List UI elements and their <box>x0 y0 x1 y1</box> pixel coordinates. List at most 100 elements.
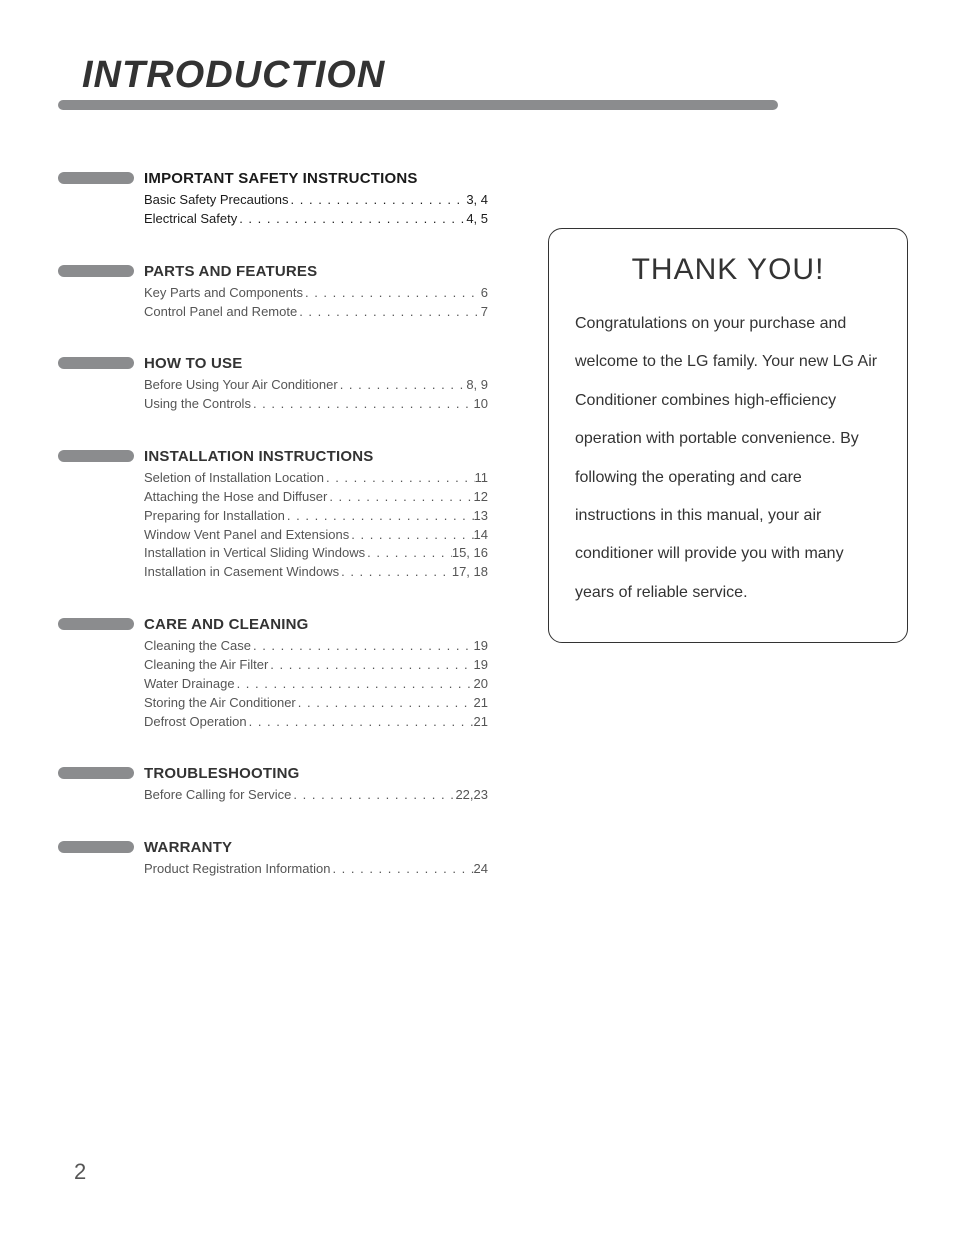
toc-entry: Using the Controls 10 <box>144 395 488 414</box>
leader-dots <box>247 713 474 732</box>
toc-entry-page: 17, 18 <box>452 563 488 582</box>
toc-entry-page: 7 <box>481 303 488 322</box>
toc-entry: Product Registration Information24 <box>144 860 488 879</box>
toc-entry-label: Attaching the Hose and Diffuser <box>144 488 327 507</box>
toc-entry-page: 20 <box>474 675 488 694</box>
toc-section: HOW TO USE Before Using Your Air Conditio… <box>58 355 488 414</box>
thank-you-title: THANK YOU! <box>575 253 881 287</box>
leader-dots <box>291 786 455 805</box>
toc-section: WARRANTY Product Registration Information… <box>58 839 488 879</box>
toc-section: PARTS AND FEATURES Key Parts and Componen… <box>58 263 488 322</box>
leader-dots <box>251 637 474 656</box>
toc-heading: HOW TO USE <box>144 355 488 372</box>
toc-heading: INSTALLATION INSTRUCTIONS <box>144 448 488 465</box>
toc-entry: Installation in Vertical Sliding Windows… <box>144 544 488 563</box>
toc-entry-page: 15, 16 <box>452 544 488 563</box>
toc-entry-page: 22,23 <box>455 786 488 805</box>
thank-you-box: THANK YOU! Congratulations on your purch… <box>548 228 908 643</box>
table-of-contents: IMPORTANT SAFETY INSTRUCTIONS Basic Safet… <box>58 170 488 913</box>
leader-dots <box>237 210 466 229</box>
toc-entry-page: 14 <box>474 526 488 545</box>
bullet-bar-icon <box>58 357 134 369</box>
bullet-bar-icon <box>58 841 134 853</box>
toc-entry-label: Cleaning the Air Filter <box>144 656 268 675</box>
leader-dots <box>338 376 467 395</box>
leader-dots <box>251 395 474 414</box>
bullet-bar-icon <box>58 618 134 630</box>
toc-entry: Water Drainage 20 <box>144 675 488 694</box>
leader-dots <box>365 544 452 563</box>
toc-entry-label: Control Panel and Remote <box>144 303 297 322</box>
page-title: INTRODUCTION <box>82 54 385 97</box>
toc-entry: Before Calling for Service 22,23 <box>144 786 488 805</box>
toc-entry: Installation in Casement Windows 17, 18 <box>144 563 488 582</box>
leader-dots <box>297 303 481 322</box>
toc-entry: Basic Safety Precautions 3, 4 <box>144 191 488 210</box>
toc-entry-label: Before Using Your Air Conditioner <box>144 376 338 395</box>
toc-entry-label: Storing the Air Conditioner <box>144 694 296 713</box>
leader-dots <box>324 469 475 488</box>
toc-entry-label: Installation in Casement Windows <box>144 563 339 582</box>
toc-section: CARE AND CLEANINGCleaning the Case19Clea… <box>58 616 488 731</box>
toc-entry: Cleaning the Case 19 <box>144 637 488 656</box>
toc-entry-page: 10 <box>474 395 488 414</box>
toc-entry-page: 12 <box>474 488 488 507</box>
toc-entry-label: Seletion of Installation Location <box>144 469 324 488</box>
toc-heading: WARRANTY <box>144 839 488 856</box>
leader-dots <box>285 507 474 526</box>
toc-entry-label: Product Registration Information <box>144 860 330 879</box>
toc-heading: IMPORTANT SAFETY INSTRUCTIONS <box>144 170 488 187</box>
title-rule <box>58 100 778 110</box>
toc-heading: TROUBLESHOOTING <box>144 765 488 782</box>
toc-heading: PARTS AND FEATURES <box>144 263 488 280</box>
leader-dots <box>235 675 474 694</box>
leader-dots <box>327 488 473 507</box>
toc-entry-label: Cleaning the Case <box>144 637 251 656</box>
toc-entry: Electrical Safety 4, 5 <box>144 210 488 229</box>
toc-entry-page: 19 <box>474 656 488 675</box>
leader-dots <box>349 526 473 545</box>
toc-entry: Window Vent Panel and Extensions14 <box>144 526 488 545</box>
bullet-bar-icon <box>58 172 134 184</box>
toc-entry-page: 11 <box>475 469 489 488</box>
toc-entry-label: Electrical Safety <box>144 210 237 229</box>
toc-entry-page: 6 <box>481 284 488 303</box>
toc-entry: Seletion of Installation Location 11 <box>144 469 488 488</box>
toc-entry-label: Before Calling for Service <box>144 786 291 805</box>
bullet-bar-icon <box>58 767 134 779</box>
toc-entry: Attaching the Hose and Diffuser 12 <box>144 488 488 507</box>
toc-entry-label: Water Drainage <box>144 675 235 694</box>
toc-entry: Preparing for Installation 13 <box>144 507 488 526</box>
toc-entry-label: Preparing for Installation <box>144 507 285 526</box>
leader-dots <box>339 563 452 582</box>
toc-section: TROUBLESHOOTING Before Calling for Servic… <box>58 765 488 805</box>
bullet-bar-icon <box>58 450 134 462</box>
toc-entry-page: 3, 4 <box>466 191 488 210</box>
toc-entry: Storing the Air Conditioner 21 <box>144 694 488 713</box>
toc-entry-page: 21 <box>474 713 488 732</box>
toc-entry-label: Key Parts and Components <box>144 284 303 303</box>
toc-heading: CARE AND CLEANING <box>144 616 488 633</box>
page-number: 2 <box>74 1159 86 1185</box>
toc-entry: Key Parts and Components 6 <box>144 284 488 303</box>
toc-entry-page: 19 <box>474 637 488 656</box>
toc-entry-label: Using the Controls <box>144 395 251 414</box>
leader-dots <box>296 694 474 713</box>
thank-you-body: Congratulations on your purchase and wel… <box>575 305 881 612</box>
toc-entry-label: Installation in Vertical Sliding Windows <box>144 544 365 563</box>
toc-entry-page: 4, 5 <box>466 210 488 229</box>
toc-section: INSTALLATION INSTRUCTIONS Seletion of Ins… <box>58 448 488 582</box>
toc-section: IMPORTANT SAFETY INSTRUCTIONS Basic Safet… <box>58 170 488 229</box>
leader-dots <box>330 860 473 879</box>
toc-entry: Cleaning the Air Filter 19 <box>144 656 488 675</box>
bullet-bar-icon <box>58 265 134 277</box>
toc-entry-label: Defrost Operation <box>144 713 247 732</box>
leader-dots <box>303 284 481 303</box>
toc-entry-page: 13 <box>474 507 488 526</box>
toc-entry-label: Basic Safety Precautions <box>144 191 289 210</box>
toc-entry-page: 21 <box>474 694 488 713</box>
leader-dots <box>268 656 473 675</box>
toc-entry-page: 8, 9 <box>466 376 488 395</box>
leader-dots <box>289 191 467 210</box>
toc-entry: Defrost Operation 21 <box>144 713 488 732</box>
